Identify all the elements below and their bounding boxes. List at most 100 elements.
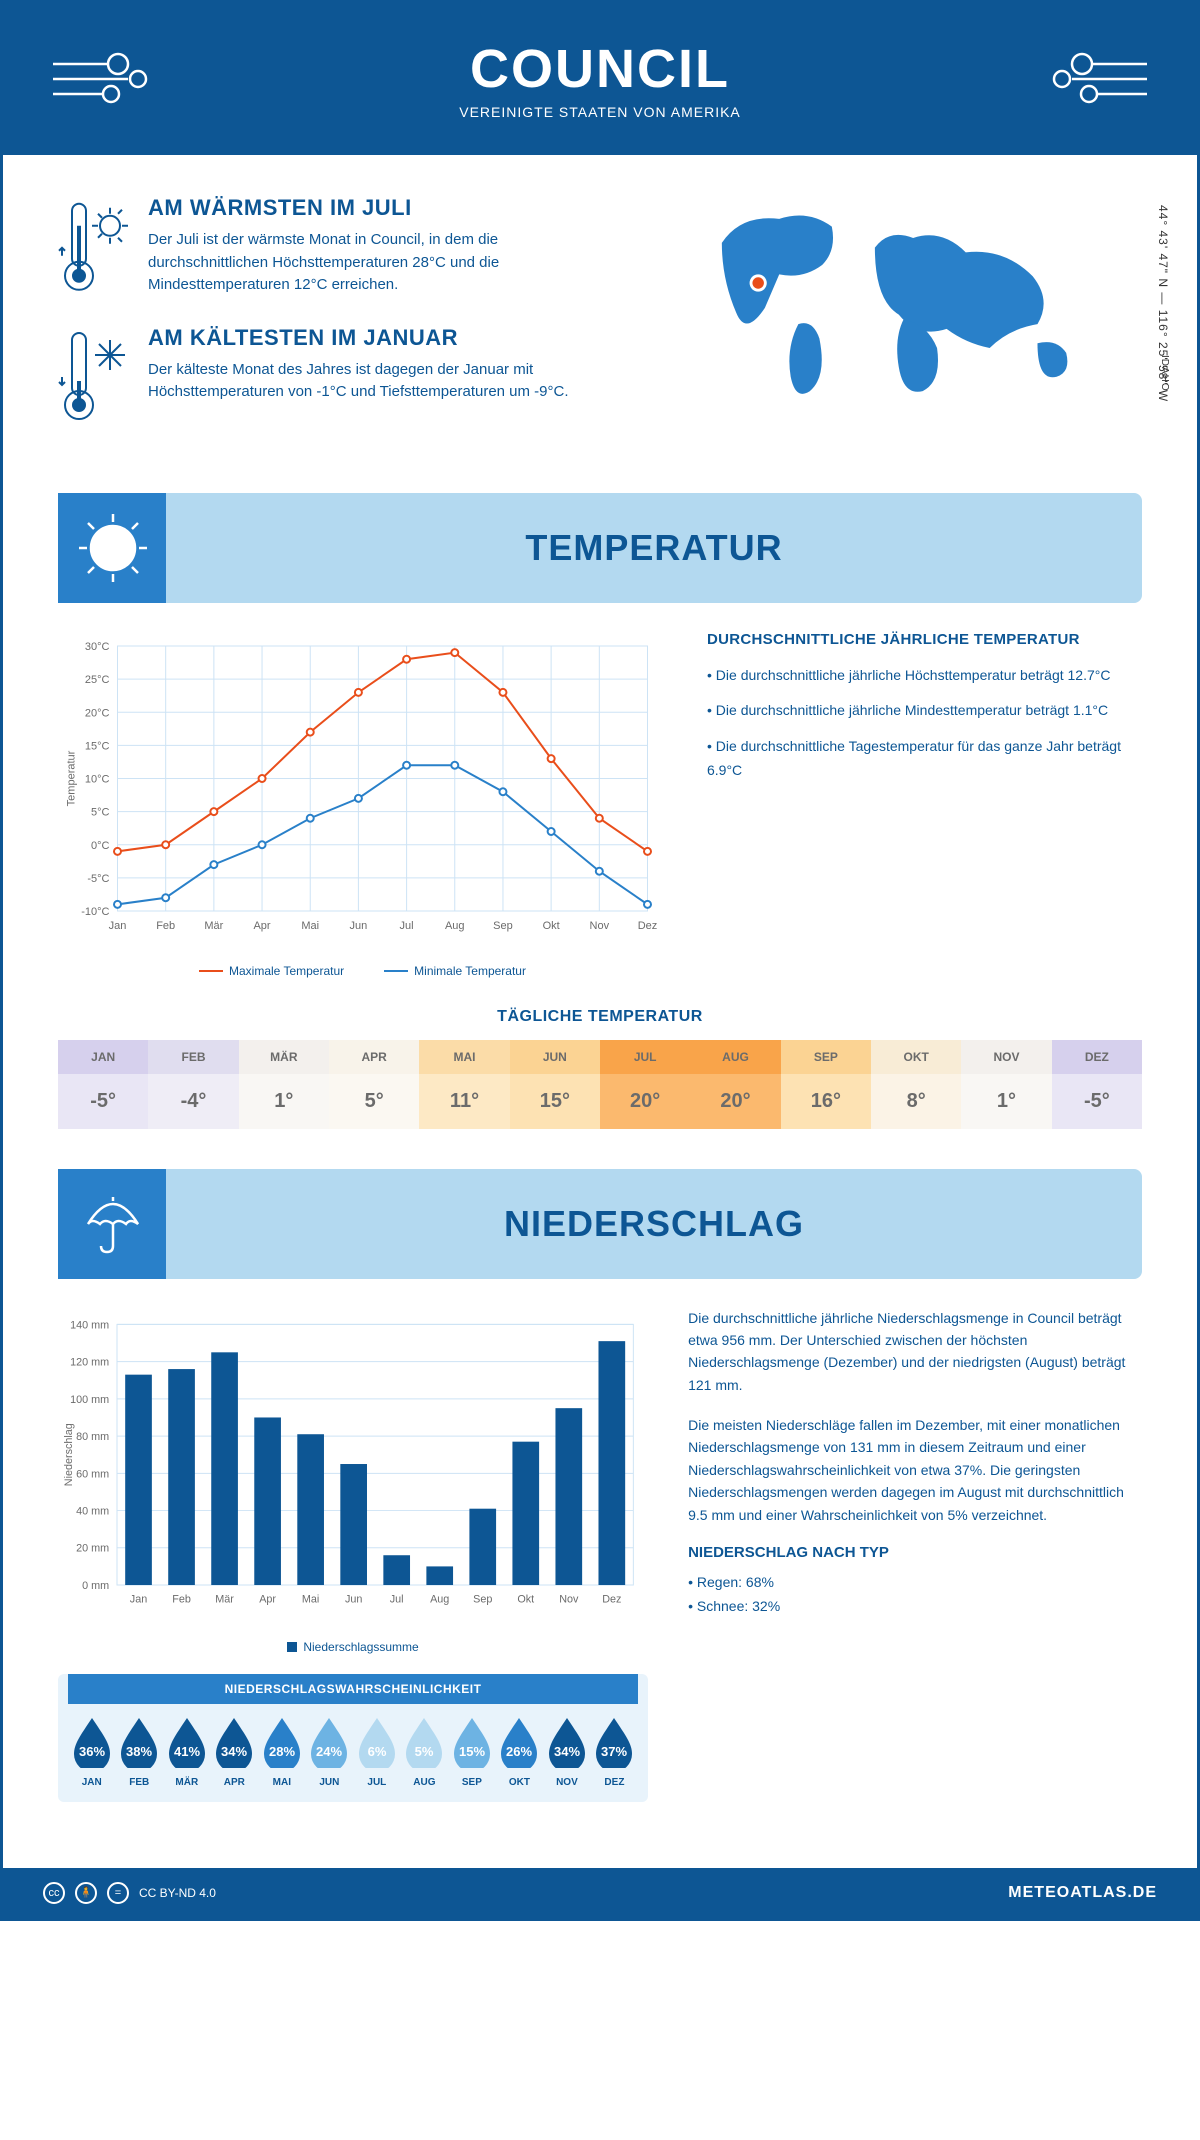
svg-text:26%: 26% bbox=[506, 1744, 532, 1759]
intro-right: 44° 43' 47" N — 116° 25' 58" W IDAHO bbox=[656, 195, 1142, 453]
country-subtitle: VEREINIGTE STAATEN VON AMERIKA bbox=[153, 104, 1047, 120]
brand-name: METEOATLAS.DE bbox=[1008, 1884, 1157, 1902]
warmest-text: Der Juli ist der wärmste Monat in Counci… bbox=[148, 229, 616, 297]
svg-text:-5°C: -5°C bbox=[87, 872, 109, 884]
umbrella-icon bbox=[78, 1189, 148, 1259]
probability-drop: 34%NOV bbox=[543, 1716, 591, 1788]
probability-drop: 34%APR bbox=[211, 1716, 259, 1788]
thermometer-cold-icon bbox=[58, 325, 130, 425]
probability-drop: 36%JAN bbox=[68, 1716, 116, 1788]
svg-text:6%: 6% bbox=[367, 1744, 386, 1759]
svg-text:25°C: 25°C bbox=[85, 674, 110, 686]
precip-type-rain: • Regen: 68% bbox=[688, 1571, 1142, 1595]
temperature-section-header: TEMPERATUR bbox=[58, 493, 1142, 603]
probability-drop: 26%OKT bbox=[496, 1716, 544, 1788]
region-label: IDAHO bbox=[1159, 355, 1170, 392]
precip-heading: NIEDERSCHLAG bbox=[504, 1203, 804, 1245]
temp-bullet-3: • Die durchschnittliche Tagestemperatur … bbox=[707, 735, 1142, 783]
wind-right-icon bbox=[1047, 39, 1157, 119]
temp-info-heading: DURCHSCHNITTLICHE JÄHRLICHE TEMPERATUR bbox=[707, 631, 1142, 648]
daily-cell: JUN15° bbox=[510, 1040, 600, 1129]
svg-text:Apr: Apr bbox=[259, 1593, 276, 1605]
legend-min: Minimale Temperatur bbox=[414, 964, 526, 978]
probability-drop: 5%AUG bbox=[401, 1716, 449, 1788]
precip-section-header: NIEDERSCHLAG bbox=[58, 1169, 1142, 1279]
svg-text:100 mm: 100 mm bbox=[70, 1393, 109, 1405]
svg-text:24%: 24% bbox=[316, 1744, 342, 1759]
daily-temp-title: TÄGLICHE TEMPERATUR bbox=[58, 1008, 1142, 1026]
precip-para-2: Die meisten Niederschläge fallen im Deze… bbox=[688, 1414, 1142, 1526]
svg-text:Apr: Apr bbox=[253, 920, 270, 932]
svg-text:-10°C: -10°C bbox=[81, 906, 109, 918]
svg-text:28%: 28% bbox=[269, 1744, 295, 1759]
section-icon-umbrella bbox=[58, 1169, 168, 1279]
svg-text:Nov: Nov bbox=[559, 1593, 579, 1605]
svg-text:Jul: Jul bbox=[390, 1593, 404, 1605]
daily-cell: APR5° bbox=[329, 1040, 419, 1129]
svg-text:Mär: Mär bbox=[204, 920, 223, 932]
svg-text:Jul: Jul bbox=[400, 920, 414, 932]
svg-text:Aug: Aug bbox=[430, 1593, 449, 1605]
svg-text:20°C: 20°C bbox=[85, 707, 110, 719]
svg-text:Aug: Aug bbox=[445, 920, 465, 932]
daily-cell: MÄR1° bbox=[239, 1040, 329, 1129]
precip-type-snow: • Schnee: 32% bbox=[688, 1595, 1142, 1619]
precip-legend-label: Niederschlagssumme bbox=[303, 1640, 418, 1654]
svg-text:Mär: Mär bbox=[215, 1593, 234, 1605]
temp-legend: Maximale Temperatur Minimale Temperatur bbox=[58, 964, 667, 978]
precip-bar-chart: 0 mm20 mm40 mm60 mm80 mm100 mm120 mm140 … bbox=[58, 1307, 648, 1627]
probability-drop: 28%MAI bbox=[258, 1716, 306, 1788]
temperature-heading: TEMPERATUR bbox=[525, 527, 782, 569]
svg-text:Jun: Jun bbox=[350, 920, 368, 932]
probability-drop: 6%JUL bbox=[353, 1716, 401, 1788]
svg-text:Jun: Jun bbox=[345, 1593, 362, 1605]
probability-drop: 24%JUN bbox=[306, 1716, 354, 1788]
svg-text:41%: 41% bbox=[174, 1744, 200, 1759]
warmest-block: AM WÄRMSTEN IM JULI Der Juli ist der wär… bbox=[58, 195, 616, 297]
daily-temp-grid: JAN-5°FEB-4°MÄR1°APR5°MAI11°JUN15°JUL20°… bbox=[58, 1040, 1142, 1129]
svg-text:Temperatur: Temperatur bbox=[66, 750, 78, 806]
precip-text: Die durchschnittliche jährliche Niedersc… bbox=[688, 1307, 1142, 1802]
temperature-chart: -10°C-5°C0°C5°C10°C15°C20°C25°C30°CJanFe… bbox=[58, 631, 667, 978]
svg-text:Mai: Mai bbox=[301, 920, 319, 932]
warmest-title: AM WÄRMSTEN IM JULI bbox=[148, 195, 616, 221]
precip-row: 0 mm20 mm40 mm60 mm80 mm100 mm120 mm140 … bbox=[58, 1307, 1142, 1802]
svg-text:36%: 36% bbox=[79, 1744, 105, 1759]
svg-text:37%: 37% bbox=[601, 1744, 627, 1759]
svg-text:38%: 38% bbox=[126, 1744, 152, 1759]
svg-text:Sep: Sep bbox=[473, 1593, 492, 1605]
header: COUNCIL VEREINIGTE STAATEN VON AMERIKA bbox=[3, 3, 1197, 155]
by-icon: 🧍 bbox=[75, 1882, 97, 1904]
svg-text:Sep: Sep bbox=[493, 920, 513, 932]
svg-text:Jan: Jan bbox=[109, 920, 127, 932]
svg-text:15°C: 15°C bbox=[85, 740, 110, 752]
probability-drop: 38%FEB bbox=[116, 1716, 164, 1788]
nd-icon: = bbox=[107, 1882, 129, 1904]
svg-text:Feb: Feb bbox=[156, 920, 175, 932]
content-body: AM WÄRMSTEN IM JULI Der Juli ist der wär… bbox=[3, 155, 1197, 1868]
probability-row: 36%JAN38%FEB41%MÄR34%APR28%MAI24%JUN6%JU… bbox=[68, 1704, 638, 1788]
svg-text:Mai: Mai bbox=[302, 1593, 319, 1605]
svg-text:140 mm: 140 mm bbox=[70, 1319, 109, 1331]
temp-line-chart: -10°C-5°C0°C5°C10°C15°C20°C25°C30°CJanFe… bbox=[58, 631, 667, 951]
precip-legend: Niederschlagssumme bbox=[58, 1640, 648, 1654]
infographic-container: COUNCIL VEREINIGTE STAATEN VON AMERIKA A… bbox=[0, 0, 1200, 1921]
svg-text:Nov: Nov bbox=[590, 920, 610, 932]
svg-text:10°C: 10°C bbox=[85, 773, 110, 785]
svg-text:5%: 5% bbox=[415, 1744, 434, 1759]
svg-text:Feb: Feb bbox=[172, 1593, 191, 1605]
temp-bullet-1: • Die durchschnittliche jährliche Höchst… bbox=[707, 664, 1142, 688]
svg-text:Niederschlag: Niederschlag bbox=[63, 1423, 75, 1486]
daily-cell: NOV1° bbox=[961, 1040, 1051, 1129]
probability-drop: 37%DEZ bbox=[591, 1716, 639, 1788]
daily-cell: JAN-5° bbox=[58, 1040, 148, 1129]
coldest-text: Der kälteste Monat des Jahres ist dagege… bbox=[148, 359, 616, 404]
daily-cell: DEZ-5° bbox=[1052, 1040, 1142, 1129]
cc-icon: cc bbox=[43, 1882, 65, 1904]
svg-text:20 mm: 20 mm bbox=[76, 1542, 109, 1554]
probability-drop: 15%SEP bbox=[448, 1716, 496, 1788]
world-map bbox=[656, 195, 1142, 415]
daily-cell: AUG20° bbox=[690, 1040, 780, 1129]
svg-text:Dez: Dez bbox=[638, 920, 658, 932]
section-icon-sun bbox=[58, 493, 168, 603]
